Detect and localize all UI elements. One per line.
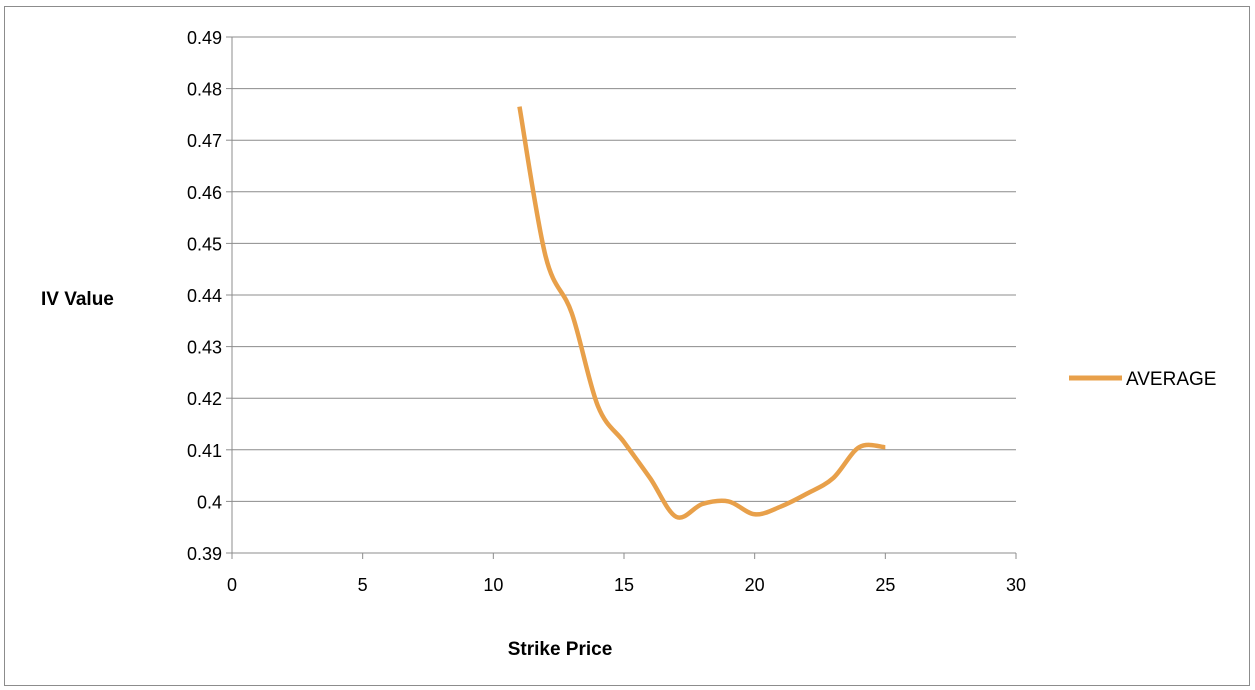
y-tick-label: 0.43 [187,338,222,358]
x-tick-label: 10 [483,575,503,595]
y-tick-label: 0.44 [187,286,222,306]
chart-frame: 0.39 0.4 0.41 0.42 0.43 0.44 0.45 0.46 0.47 0.48 0… [4,6,1250,686]
y-tick-label: 0.42 [187,389,222,409]
line-chart: 0.39 0.4 0.41 0.42 0.43 0.44 0.45 0.46 0.47 0.48 0… [41,28,1216,660]
x-tick-label: 20 [745,575,765,595]
y-tick-label: 0.41 [187,441,222,461]
axes [226,36,1017,559]
legend: AVERAGE [1069,369,1216,390]
y-tick-label: 0.39 [187,544,222,564]
x-axis-title: Strike Price [508,639,613,660]
series-lines [517,106,886,520]
x-tick-label: 30 [1006,575,1026,595]
gridlines [232,36,1016,502]
y-tick-label: 0.48 [187,80,222,100]
x-tick-label: 15 [614,575,634,595]
x-tick-label: 5 [358,575,368,595]
y-tick-label: 0.47 [187,131,222,151]
y-tick-label: 0.46 [187,183,222,203]
x-tick-label: 0 [227,575,237,595]
x-tick-label: 25 [875,575,895,595]
y-tick-label: 0.4 [197,492,222,512]
legend-label-average: AVERAGE [1126,369,1216,390]
tick-labels: 0.39 0.4 0.41 0.42 0.43 0.44 0.45 0.46 0.47 0.48 0… [187,28,1026,595]
y-tick-label: 0.49 [187,28,222,48]
y-tick-label: 0.45 [187,234,222,254]
y-axis-title: IV Value [41,289,114,310]
series-line-average [517,106,886,520]
